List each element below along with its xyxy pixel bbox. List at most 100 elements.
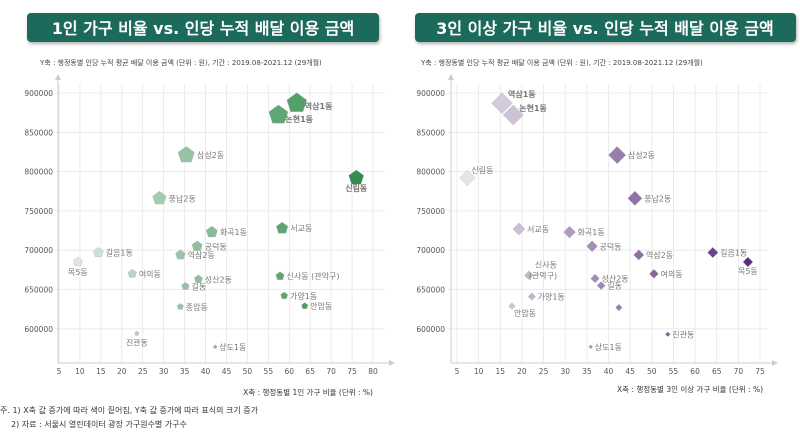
chart-single-household: 1인 가구 비율 vs. 인당 누적 배달 이용 금액 Y축 : 행정동별 인당… [24,13,395,397]
data-point-label: 서교동 [290,224,312,233]
data-point-label: 가양1동 [538,293,565,302]
data-point-label: 신사동 (관악구) [287,271,340,281]
data-point-label: 성산2동 [205,274,232,284]
data-point-label: 역삼1동 [508,89,536,99]
data-point-label: 신림동 [345,183,368,193]
data-point-label: 목5동 [738,267,758,276]
data-point-label: 길음1동 [720,249,747,258]
data-point-label: 길음1동 [106,249,133,258]
data-point-label: 여의동 [661,269,683,279]
y-tick-label: 900000 [24,89,53,98]
x-tick-label: 10 [75,367,85,376]
data-point-pentagon [301,302,309,309]
data-point-label-line: (관악구) [529,270,557,280]
x-axis-arrow-icon [772,360,778,366]
x-tick-label: 75 [347,367,357,376]
x-tick-label: 50 [243,367,253,376]
y-tick-label: 700000 [24,246,53,255]
title-banner [415,13,796,42]
y-axis-note: Y축 : 행정동별 인당 누적 평균 배달 이용 금액 (단위 : 원), 기간… [39,58,322,67]
data-point-diamond [563,225,576,239]
data-point-label: 공덕동 [205,241,227,251]
x-tick-label: 60 [690,367,700,376]
data-point-pentagon [194,274,203,283]
data-point-pentagon [205,225,218,238]
data-point-label: 삼성2동 [197,150,224,160]
y-tick-label: 900000 [416,89,445,98]
x-tick-label: 35 [582,367,592,376]
x-tick-label: 55 [264,367,274,376]
data-point-pentagon [175,249,186,260]
data-point-pentagon [348,169,365,185]
grid: 5 10 15 20 25 30 35 40 45 50 55 60 65 70 75 600000 65000… [416,74,778,376]
x-tick-label: 5 [57,367,62,376]
data-point-label: 화곡1동 [220,228,247,237]
y-tick-label: 800000 [24,168,53,177]
x-tick-label: 30 [159,367,169,376]
x-tick-label: 45 [222,367,232,376]
x-axis-arrow-icon [389,360,395,366]
y-axis-arrow-icon [55,74,61,80]
x-tick-label: 10 [474,367,484,376]
x-tick-label: 50 [647,367,657,376]
data-point-label-line: 신사동 [535,260,557,269]
footnote-2: 2) 자료 : 서울시 열린데이터 광장 가구원수별 가구수 [11,419,187,429]
data-point-pentagon [176,303,184,310]
x-tick-label: 20 [117,367,127,376]
data-point-label: 화곡1동 [578,228,605,237]
data-point-pentagon [213,344,218,349]
x-tick-label: 15 [496,367,506,376]
data-point-label: 풍납2동 [169,194,196,203]
data-point-diamond [512,222,526,236]
data-point-label: 상도1동 [595,342,622,352]
data-point-label: 논현1동 [519,103,547,113]
data-point-label: 길동 [607,282,622,291]
data-point-diamond [586,240,598,253]
data-point-diamond [627,190,643,206]
data-point-diamond [615,303,623,312]
x-tick-label: 45 [625,367,635,376]
data-point-diamond [665,331,671,338]
data-point-diamond [590,273,600,284]
x-tick-label: 65 [305,367,315,376]
chart-title: 3인 이상 가구 비율 vs. 인당 누적 배달 이용 금액 [436,19,774,38]
y-tick-label: 750000 [416,207,445,216]
x-tick-label: 20 [517,367,527,376]
x-tick-label: 25 [539,367,549,376]
data-point-diamond [491,92,513,115]
data-point-label: 논현1동 [285,114,313,124]
y-tick-label: 700000 [416,246,445,255]
x-tick-label: 60 [284,367,294,376]
x-tick-label: 30 [560,367,570,376]
data-point-pentagon [72,256,83,267]
data-point-label: 역삼2동 [646,250,673,260]
chart-three-plus-household: 3인 이상 가구 비율 vs. 인당 누적 배달 이용 금액 Y축 : 행정동별… [415,13,796,394]
data-point-label: 공덕동 [600,241,622,251]
data-point-diamond [527,292,536,301]
data-point-label: 목5동 [68,268,88,277]
x-tick-label: 25 [138,367,148,376]
data-point-label: 진관동 [126,338,148,348]
x-tick-label: 75 [755,367,765,376]
data-point-diamond [633,249,645,261]
y-axis-arrow-icon [448,74,454,80]
data-point-label: 풍납2동 [644,194,671,203]
y-tick-label: 600000 [416,325,445,334]
y-tick-label: 850000 [24,128,53,137]
data-point-label: 안암동 [514,308,536,318]
x-tick-label: 70 [326,367,336,376]
data-point-pentagon [275,271,285,280]
x-tick-label: 15 [96,367,106,376]
data-point-diamond [459,169,476,187]
data-point-label: 삼성2동 [628,150,655,160]
data-point-pentagon [276,221,289,234]
data-point-label: 상도1동 [219,342,246,352]
title-banner [27,13,379,42]
y-tick-label: 600000 [24,325,53,334]
footnote-1: 주. 1) X축 값 증가에 따라 색이 짙어짐, Y축 값 증가에 따라 표식… [0,405,259,415]
y-axis-note: Y축 : 행정동별 인당 누적 평균 배달 이용 금액 (단위 : 원), 기간… [420,58,703,67]
data-point-diamond [588,344,594,350]
y-tick-label: 650000 [24,286,53,295]
